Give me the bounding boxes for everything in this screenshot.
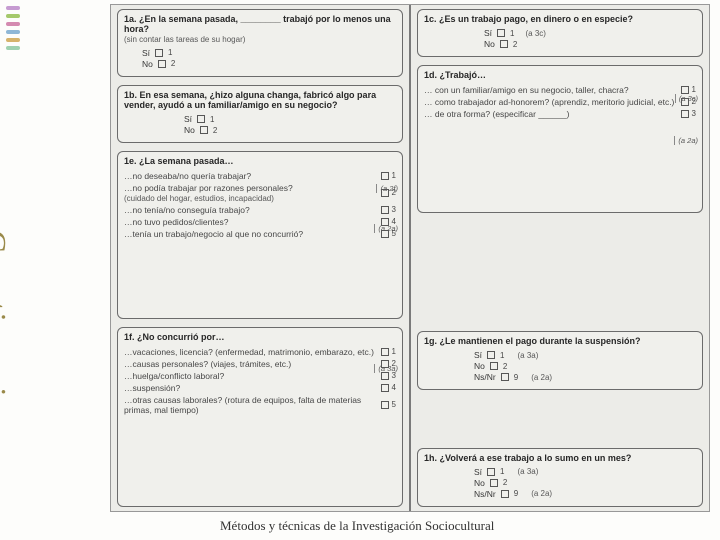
checkbox[interactable] [490,479,498,487]
goto: (a 3a) [517,467,538,476]
panel-1d: 1d. ¿Trabajó… (a 3c) (a 2a) … con un fam… [417,65,703,212]
q1d-r3: … de otra forma? (especificar ______) [424,109,681,119]
checkbox[interactable] [155,49,163,57]
q1g-si: Sí [474,350,482,360]
goto-3c: (a 3c) [675,94,698,103]
q1g-ns: Ns/Nr [474,372,496,382]
decor-bullets [6,6,20,50]
panel-1c: 1c. ¿Es un trabajo pago, en dinero o en … [417,9,703,57]
q1e-r3: …no tenía/no conseguía trabajo? [124,205,381,215]
goto: (a 2a) [531,373,552,382]
bullet [6,38,20,42]
q1e-r2: …no podía trabajar por razones personale… [124,183,293,193]
checkbox[interactable] [681,86,689,94]
opt-num: 1 [510,29,514,38]
panel-1e: 1e. ¿La semana pasada… (a 2f) (a 2a) …no… [117,151,403,319]
q1a-title: 1a. ¿En la semana pasada, ________ traba… [124,14,396,35]
goto-2a: (a 2a) [374,224,398,233]
q1h-si: Sí [474,467,482,477]
bullet [6,6,20,10]
panel-1h: 1h. ¿Volverá a ese trabajo a lo sumo en … [417,448,703,507]
left-column: 1a. ¿En la semana pasada, ________ traba… [111,5,409,511]
footer-text: Métodos y técnicas de la Investigación S… [220,518,494,534]
spacer [411,394,709,443]
goto-3a: (a 3a) [374,364,398,373]
checkbox[interactable] [490,362,498,370]
spacer [411,217,709,328]
q1h-no: No [474,478,485,488]
bullet [6,14,20,18]
panel-1b: 1b. En esa semana, ¿hizo alguna changa, … [117,85,403,144]
questionnaire-scan: 1a. ¿En la semana pasada, ________ traba… [110,4,710,512]
goto: (a 3a) [517,351,538,360]
q1f-r3: …huelga/conflicto laboral? [124,371,381,381]
checkbox[interactable] [200,126,208,134]
checkbox[interactable] [501,373,509,381]
goto-3c: (a 3c) [525,29,545,38]
checkbox[interactable] [381,401,389,409]
q1h-ns: Ns/Nr [474,489,496,499]
q1g-no: No [474,361,485,371]
checkbox[interactable] [381,206,389,214]
checkbox[interactable] [158,60,166,68]
panel-1g: 1g. ¿Le mantienen el pago durante la sus… [417,331,703,390]
checkbox[interactable] [487,468,495,476]
q1f-r1: …vacaciones, licencia? (enfermedad, matr… [124,347,381,357]
q1d-r1: … con un familiar/amigo en su negocio, t… [424,85,681,95]
q1c-si: Sí [484,28,492,38]
q1c-no: No [484,39,495,49]
q1f-r2: …causas personales? (viajes, trámites, e… [124,359,381,369]
opt-num: 2 [213,126,217,135]
q1d-r2: … como trabajador ad-honorem? (aprendiz,… [424,97,681,107]
right-column: 1c. ¿Es un trabajo pago, en dinero o en … [409,5,709,511]
q1a-hint: (sin contar las tareas de su hogar) [124,35,396,44]
q1e-r5: …tenía un trabajo/negocio al que no conc… [124,229,381,239]
q1a-si: Sí [142,48,150,58]
checkbox[interactable] [381,172,389,180]
q1d-title: 1d. ¿Trabajó… [424,70,696,80]
checkbox[interactable] [487,351,495,359]
q1e-title: 1e. ¿La semana pasada… [124,156,396,166]
checkbox[interactable] [501,490,509,498]
q1f-r4: …suspensión? [124,383,381,393]
opt-num: 2 [513,40,517,49]
q1a-no: No [142,59,153,69]
q1g-title: 1g. ¿Le mantienen el pago durante la sus… [424,336,696,346]
q1c-title: 1c. ¿Es un trabajo pago, en dinero o en … [424,14,696,24]
q1b-si: Sí [184,114,192,124]
checkbox[interactable] [497,29,505,37]
q1h-title: 1h. ¿Volverá a ese trabajo a lo sumo en … [424,453,696,463]
q1f-r5: …otras causas laborales? (rotura de equi… [124,395,381,415]
opt-num: 1 [210,115,214,124]
checkbox[interactable] [681,110,689,118]
checkbox[interactable] [500,40,508,48]
q1e-r4: …no tuvo pedidos/clientes? [124,217,381,227]
opt-num: 2 [171,59,175,68]
goto-2f: (a 2f) [376,184,398,193]
panel-1a: 1a. ¿En la semana pasada, ________ traba… [117,9,403,77]
checkbox[interactable] [197,115,205,123]
bullet [6,46,20,50]
checkbox[interactable] [381,348,389,356]
bullet [6,22,20,26]
checkbox[interactable] [381,384,389,392]
side-title: Cuestionario [0,230,12,416]
goto: (a 2a) [531,489,552,498]
bullet [6,30,20,34]
q1e-r1: …no deseaba/no quería trabajar? [124,171,381,181]
q1b-no: No [184,125,195,135]
q1b-title: 1b. En esa semana, ¿hizo alguna changa, … [124,90,396,111]
opt-num: 1 [168,48,172,57]
q1e-r2h: (cuidado del hogar, estudios, incapacida… [124,194,274,203]
panel-1f: 1f. ¿No concurrió por… (a 3a) …vacacione… [117,327,403,507]
goto-2a: (a 2a) [674,136,698,145]
q1f-title: 1f. ¿No concurrió por… [124,332,396,342]
